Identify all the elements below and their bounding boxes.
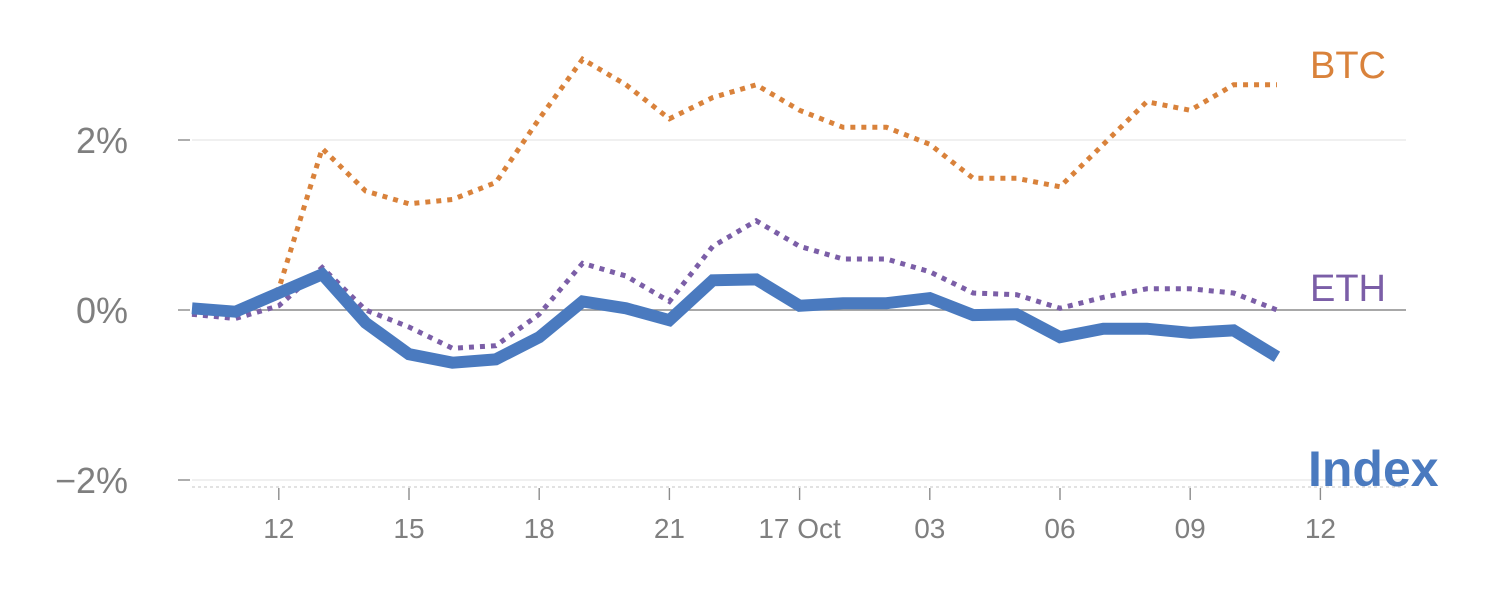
series-label-btc: BTC [1310, 45, 1386, 87]
series-layer [191, 55, 1281, 369]
series-line-btc [192, 55, 1277, 317]
x-tick-label: 06 [1044, 513, 1075, 544]
x-tick-label: 21 [654, 513, 685, 544]
x-tick-label: 03 [914, 513, 945, 544]
label-layer: BTC ETH Index [1308, 45, 1439, 497]
x-tick-label: 15 [393, 513, 424, 544]
y-tick-label: 2% [76, 120, 128, 161]
y-tick-label: 0% [76, 290, 128, 331]
y-tick-label: −2% [55, 460, 128, 501]
x-tick-label: 09 [1175, 513, 1206, 544]
series-label-eth: ETH [1310, 268, 1386, 310]
series-label-index: Index [1308, 441, 1439, 497]
x-tick-label: 18 [524, 513, 555, 544]
x-tick-label: 12 [263, 513, 294, 544]
series-line-index [191, 267, 1281, 369]
axis-layer: 2% 0% −2% 12 15 18 21 17 Oct 03 06 09 12 [55, 120, 1336, 544]
x-tick-label: 17 Oct [758, 513, 841, 544]
x-tick-label: 12 [1305, 513, 1336, 544]
